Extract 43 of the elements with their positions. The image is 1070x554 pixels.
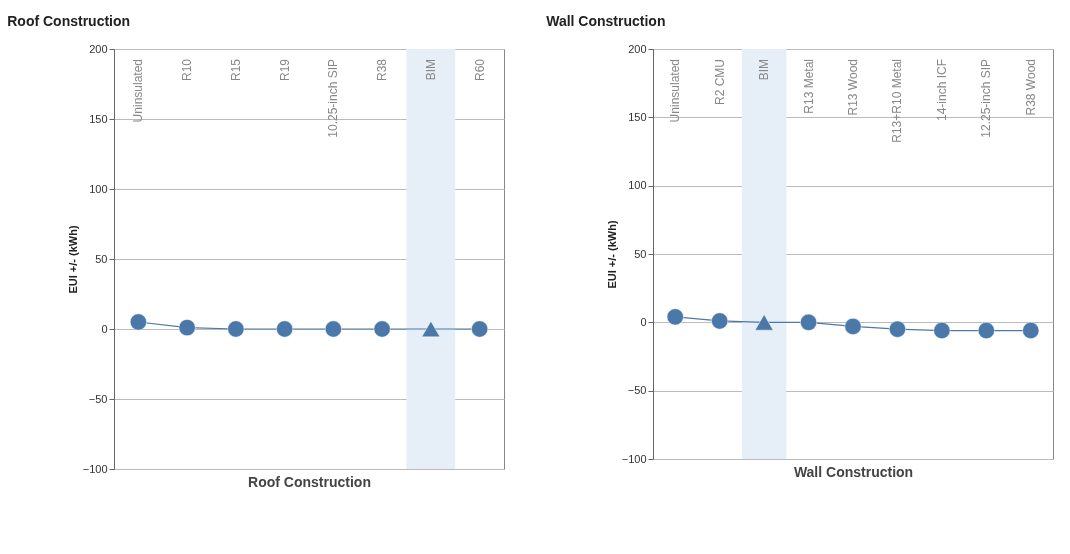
y-tick-label: −50	[88, 392, 108, 405]
point	[129, 313, 147, 331]
point	[373, 320, 391, 338]
y-tick-label: 150	[89, 112, 108, 125]
chart-title: Wall Construction	[546, 13, 666, 29]
y-tick-label: 200	[89, 42, 108, 55]
x-tick-label: 10.25-inch SIP	[326, 59, 341, 138]
chart-title: Roof Construction	[7, 13, 131, 29]
x-tick-label: BIM	[757, 59, 772, 81]
x-tick-label: Uninsulated	[668, 59, 683, 123]
y-tick-label: 50	[95, 252, 108, 265]
y-tick-label: 150	[628, 110, 647, 123]
x-axis-title: Roof Construction	[248, 473, 371, 490]
y-tick-label: 0	[101, 322, 108, 335]
point	[227, 320, 245, 338]
y-axis-title: EUI +/- (kWh)	[66, 225, 79, 294]
x-tick-label: Uninsulated	[131, 59, 146, 123]
y-tick-label: −100	[82, 462, 108, 475]
point	[178, 319, 196, 337]
x-tick-label: R60	[472, 58, 487, 82]
y-tick-label: 200	[628, 42, 647, 55]
point	[324, 320, 342, 338]
x-tick-label: R13+R10 Metal	[890, 59, 905, 143]
point	[276, 320, 294, 338]
y-axis-title: EUI +/- (kWh)	[605, 220, 618, 289]
y-tick-label: 50	[634, 247, 647, 260]
x-tick-label: 14-inch ICF	[934, 59, 949, 122]
x-tick-label: R13 Wood	[846, 59, 860, 116]
x-tick-label: R15	[228, 58, 243, 82]
x-tick-label: R38	[375, 58, 390, 82]
x-tick-label: R38 Wood	[1023, 59, 1038, 116]
y-tick-label: 100	[89, 182, 108, 195]
x-tick-label: BIM	[423, 59, 438, 81]
x-tick-label: 12.25-inch SIP	[979, 59, 994, 138]
x-tick-label: R2 CMU	[712, 59, 727, 106]
x-tick-label: R13 Metal	[801, 59, 816, 114]
x-axis-title: Wall Construction	[793, 463, 914, 480]
y-tick-label: 100	[628, 179, 647, 192]
y-tick-label: −50	[627, 384, 647, 397]
y-tick-label: 0	[640, 315, 647, 328]
x-tick-label: R19	[277, 58, 292, 82]
x-tick-label: R10	[180, 58, 195, 82]
y-tick-label: −100	[621, 452, 647, 465]
